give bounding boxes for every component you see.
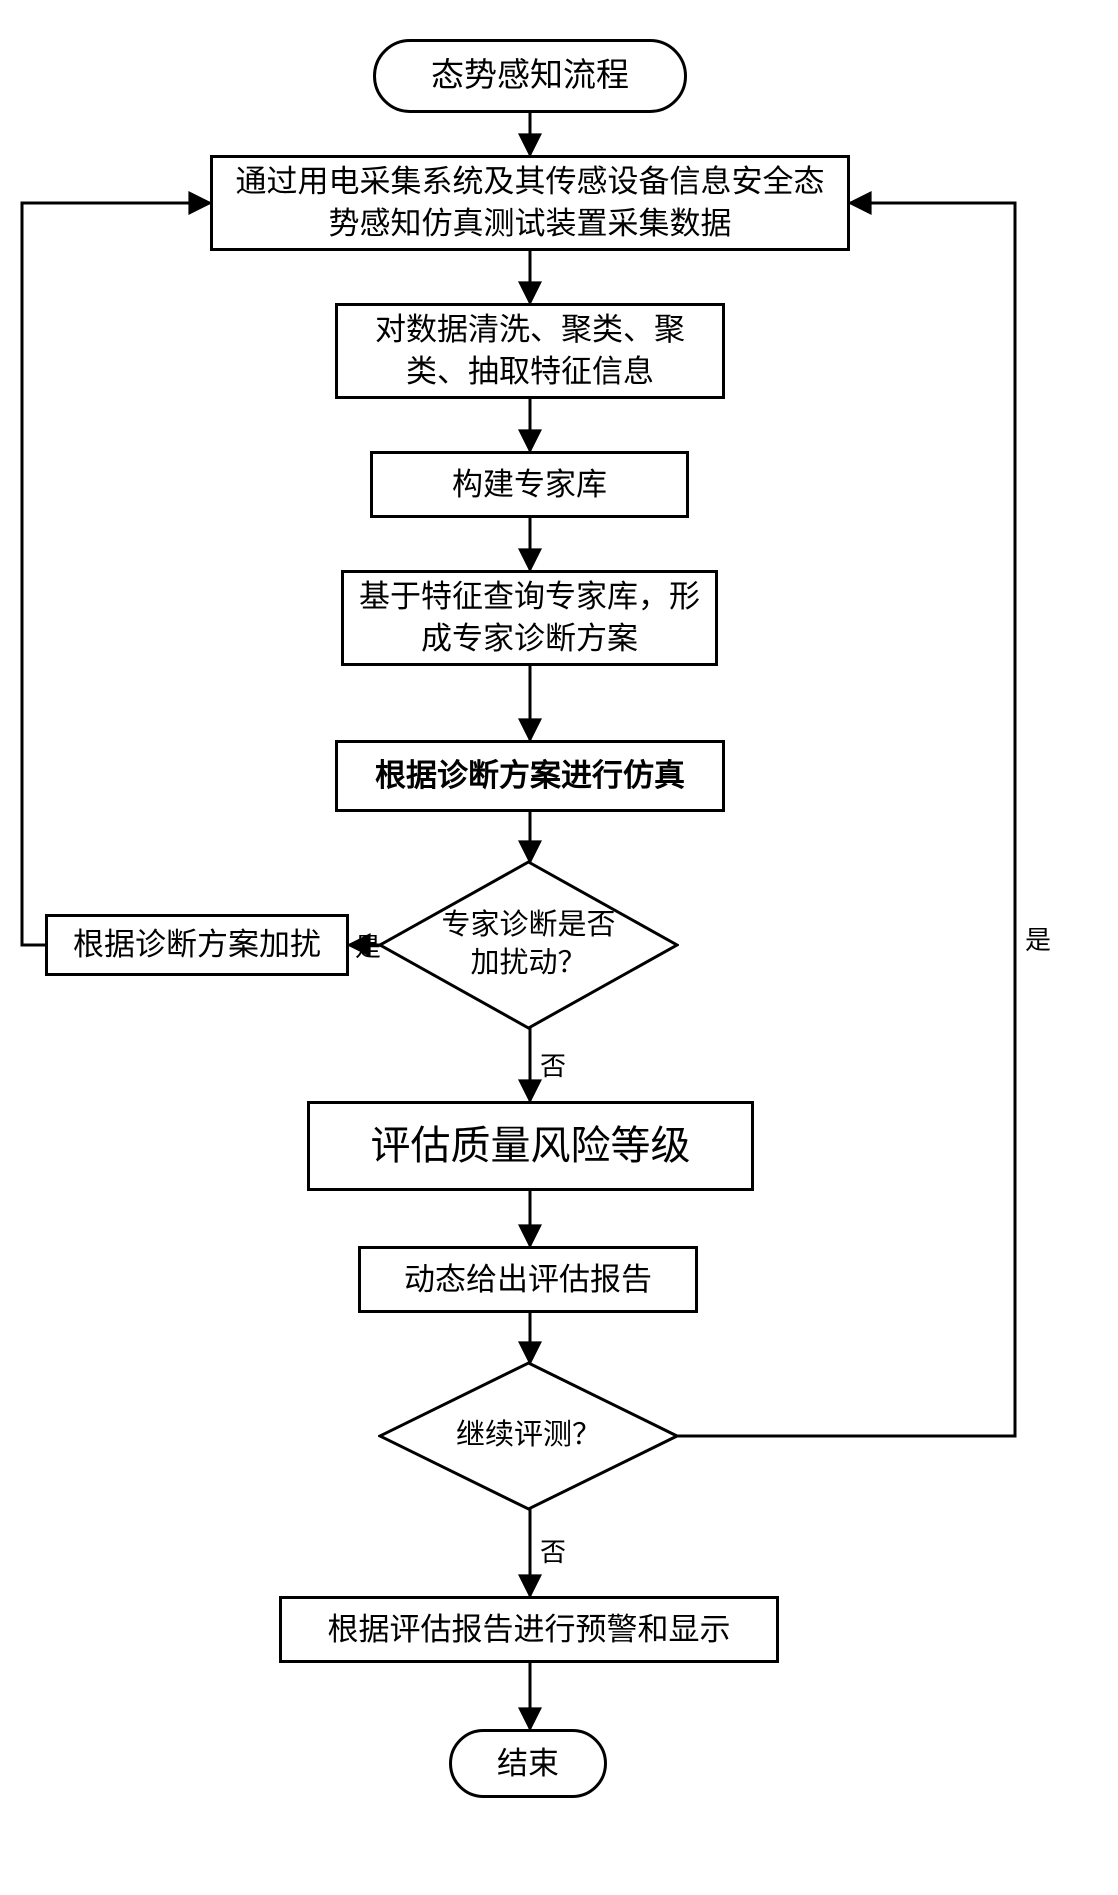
node-report-label: 动态给出评估报告 [404,1259,652,1301]
node-d1-label: 专家诊断是否加扰动？ [431,907,627,982]
node-evaluate: 评估质量风险等级 [307,1101,754,1191]
edge-label-d1_no: 否 [540,1046,566,1083]
node-expertdb: 构建专家库 [370,451,689,518]
node-clean-label: 对数据清洗、聚类、聚类、抽取特征信息 [348,309,712,393]
node-end-label: 结束 [497,1743,559,1785]
node-warn: 根据评估报告进行预警和显示 [279,1596,779,1663]
node-simulate-label: 根据诊断方案进行仿真 [375,755,685,797]
node-report: 动态给出评估报告 [358,1246,698,1313]
node-start-label: 态势感知流程 [431,54,629,99]
node-collect: 通过用电采集系统及其传感设备信息安全态势感知仿真测试装置采集数据 [210,155,850,251]
edge-label-d2_yes: 是 [1025,920,1051,957]
node-addperturb-label: 根据诊断方案加扰 [73,924,321,966]
node-collect-label: 通过用电采集系统及其传感设备信息安全态势感知仿真测试装置采集数据 [223,161,837,245]
node-clean: 对数据清洗、聚类、聚类、抽取特征信息 [335,303,725,399]
node-evaluate-label: 评估质量风险等级 [371,1119,691,1173]
node-query-label: 基于特征查询专家库，形成专家诊断方案 [354,576,705,660]
node-d2: 继续评测？ [378,1361,679,1511]
node-start: 态势感知流程 [373,39,687,113]
node-simulate: 根据诊断方案进行仿真 [335,740,725,812]
node-d1: 专家诊断是否加扰动？ [378,860,679,1030]
node-expertdb-label: 构建专家库 [452,464,607,506]
edge-label-d2_no: 否 [540,1532,566,1569]
edge-11 [677,203,1015,1436]
node-warn-label: 根据评估报告进行预警和显示 [328,1609,731,1651]
node-addperturb: 根据诊断方案加扰 [45,914,349,976]
node-end: 结束 [449,1729,607,1798]
flowchart-canvas: 态势感知流程通过用电采集系统及其传感设备信息安全态势感知仿真测试装置采集数据对数… [0,0,1118,1895]
edge-7 [22,203,210,945]
node-d2-label: 继续评测？ [456,1417,601,1455]
node-query: 基于特征查询专家库，形成专家诊断方案 [341,570,718,666]
edge-label-d1_yes: 是 [355,927,381,964]
